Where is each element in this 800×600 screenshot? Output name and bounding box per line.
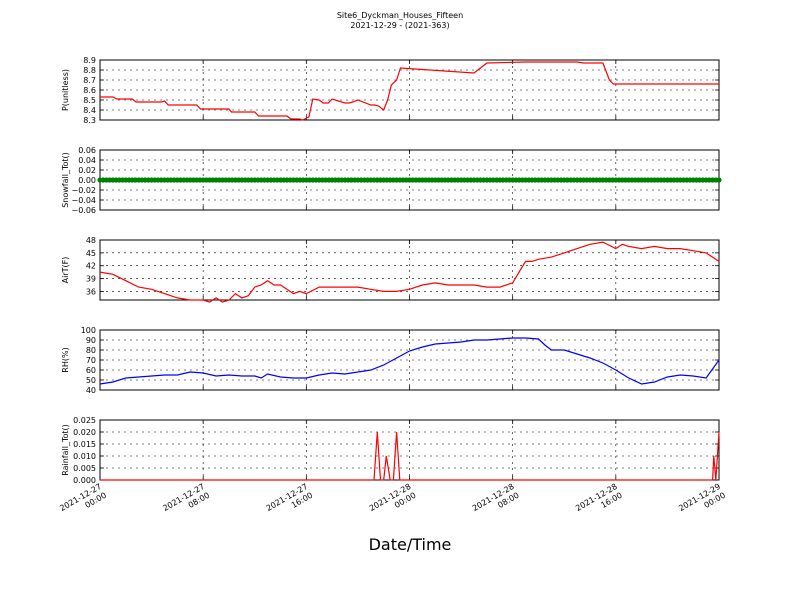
snowfall-ytick-label: 0.06 (78, 146, 96, 155)
p-ytick-label: 8.9 (83, 56, 96, 65)
rh-ytick-label: 100 (81, 326, 96, 335)
airt-ytick-label: 42 (86, 262, 96, 271)
chart-title: Site6_Dyckman_Houses_Fifteen (336, 11, 464, 20)
rh-ytick-label: 50 (86, 376, 96, 385)
p-ylabel: P(unitless) (61, 69, 70, 111)
snowfall-ytick-label: 0.02 (78, 166, 96, 175)
snowfall-ytick-label: −0.04 (71, 196, 96, 205)
airt-ylabel: AirT(F) (61, 257, 70, 284)
airt-panel: 36 39 42 45 48 AirT(F) (61, 236, 720, 303)
rainfall-ytick-label: 0.015 (73, 440, 96, 449)
rainfall-panel: 0.000 0.005 0.010 0.015 0.020 0.025Rainfall_T… (61, 416, 720, 485)
rainfall-ytick-label: 0.025 (73, 416, 96, 425)
rh-ylabel: RH(%) (61, 347, 70, 372)
airt-ytick-label: 45 (86, 249, 96, 258)
p-panel: 8.38.48.58.68.78.88.9 P(unitless) (61, 56, 720, 125)
rh-series-line (99, 337, 720, 385)
rainfall-ylabel: Rainfall_Tot() (61, 424, 70, 476)
snowfall-ylabel: Snowfall_Tot() (61, 152, 70, 208)
snowfall-point (716, 177, 722, 183)
x-axis-label: Date/Time (369, 535, 452, 554)
snowfall-ytick-label: 0.04 (78, 156, 96, 165)
airt-ytick-label: 39 (86, 275, 96, 284)
p-ytick-label: 8.5 (83, 96, 96, 105)
airt-series-line (99, 241, 720, 303)
rainfall-series-line (100, 431, 720, 481)
airt-ytick-label: 36 (86, 287, 96, 296)
p-series-line (100, 61, 719, 121)
chart-subtitle: 2021-12-29 - (2021-363) (350, 21, 450, 30)
snowfall-ytick-label: −0.06 (71, 206, 96, 215)
rainfall-ytick-label: 0.000 (73, 476, 96, 485)
rh-ytick-label: 60 (86, 366, 96, 375)
rh-ytick-label: 80 (86, 346, 96, 355)
rainfall-ytick-label: 0.020 (73, 428, 96, 437)
airt-ytick-label: 48 (86, 236, 96, 245)
p-ytick-label: 8.3 (83, 116, 96, 125)
rainfall-ytick-label: 0.010 (73, 452, 96, 461)
snowfall-ytick-label: 0.00 (78, 176, 96, 185)
rh-ytick-label: 40 (86, 386, 96, 395)
rainfall-ytick-label: 0.005 (73, 464, 96, 473)
p-ytick-label: 8.4 (83, 106, 96, 115)
rh-ytick-label: 90 (86, 336, 96, 345)
snowfall-panel: −0.06−0.04−0.020.000.020.040.06 Snowfall_… (61, 146, 722, 215)
p-ytick-label: 8.7 (83, 76, 96, 85)
snowfall-ytick-label: −0.02 (71, 186, 96, 195)
rh-ytick-label: 70 (86, 356, 96, 365)
p-ytick-label: 8.8 (83, 66, 96, 75)
p-ytick-label: 8.6 (83, 86, 96, 95)
